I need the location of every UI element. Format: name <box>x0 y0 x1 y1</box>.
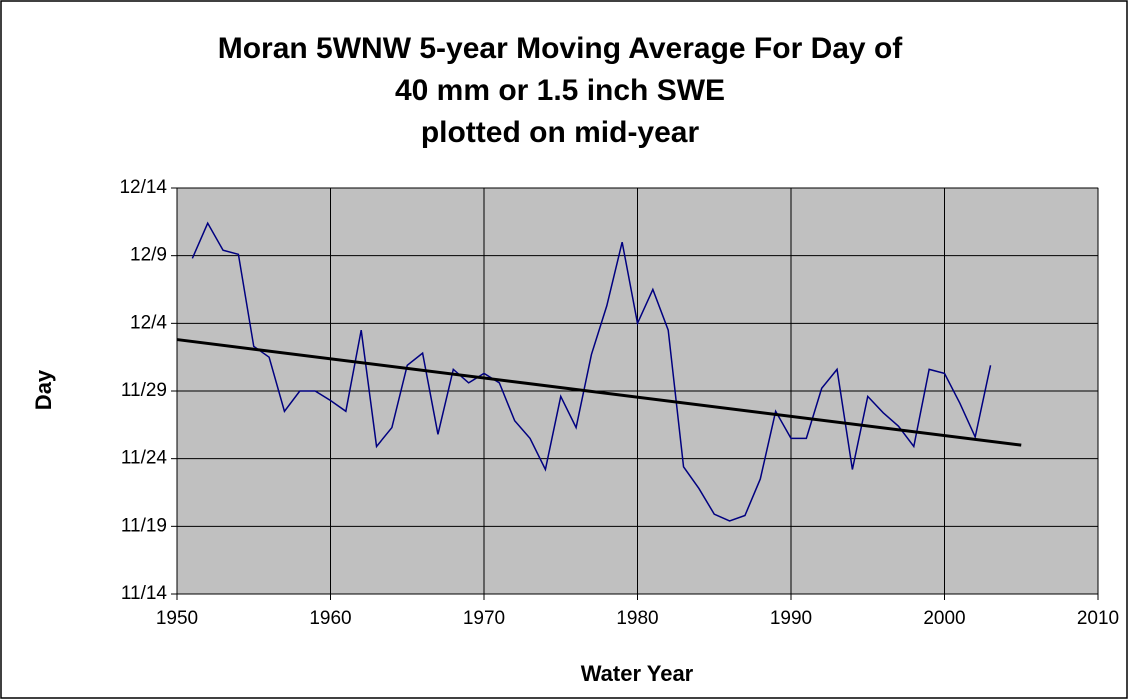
y-tick-label: 12/4 <box>130 312 167 333</box>
x-tick-label: 1960 <box>309 608 351 629</box>
x-tick-label: 2010 <box>1077 608 1119 629</box>
trend-line <box>176 338 1022 447</box>
y-tick-label: 11/24 <box>121 448 168 469</box>
y-axis-label: Day <box>31 369 56 410</box>
y-tick-label: 11/19 <box>121 515 167 536</box>
x-axis-label: Water Year <box>581 661 694 686</box>
x-tick-label: 1950 <box>156 608 198 629</box>
y-tick-label: 12/9 <box>130 245 167 266</box>
y-tick-label: 12/14 <box>119 177 167 198</box>
x-tick-label: 1990 <box>770 608 812 629</box>
y-tick-label: 11/29 <box>121 380 167 401</box>
x-tick-label: 1970 <box>463 608 505 629</box>
chart-title: plotted on mid-year <box>421 116 700 149</box>
x-tick-label: 2000 <box>923 608 965 629</box>
chart-title: 40 mm or 1.5 inch SWE <box>395 74 725 107</box>
chart-title: Moran 5WNW 5-year Moving Average For Day… <box>218 32 904 65</box>
y-tick-label: 11/14 <box>121 583 168 604</box>
data-line <box>191 221 992 522</box>
x-tick-label: 1980 <box>616 608 658 629</box>
